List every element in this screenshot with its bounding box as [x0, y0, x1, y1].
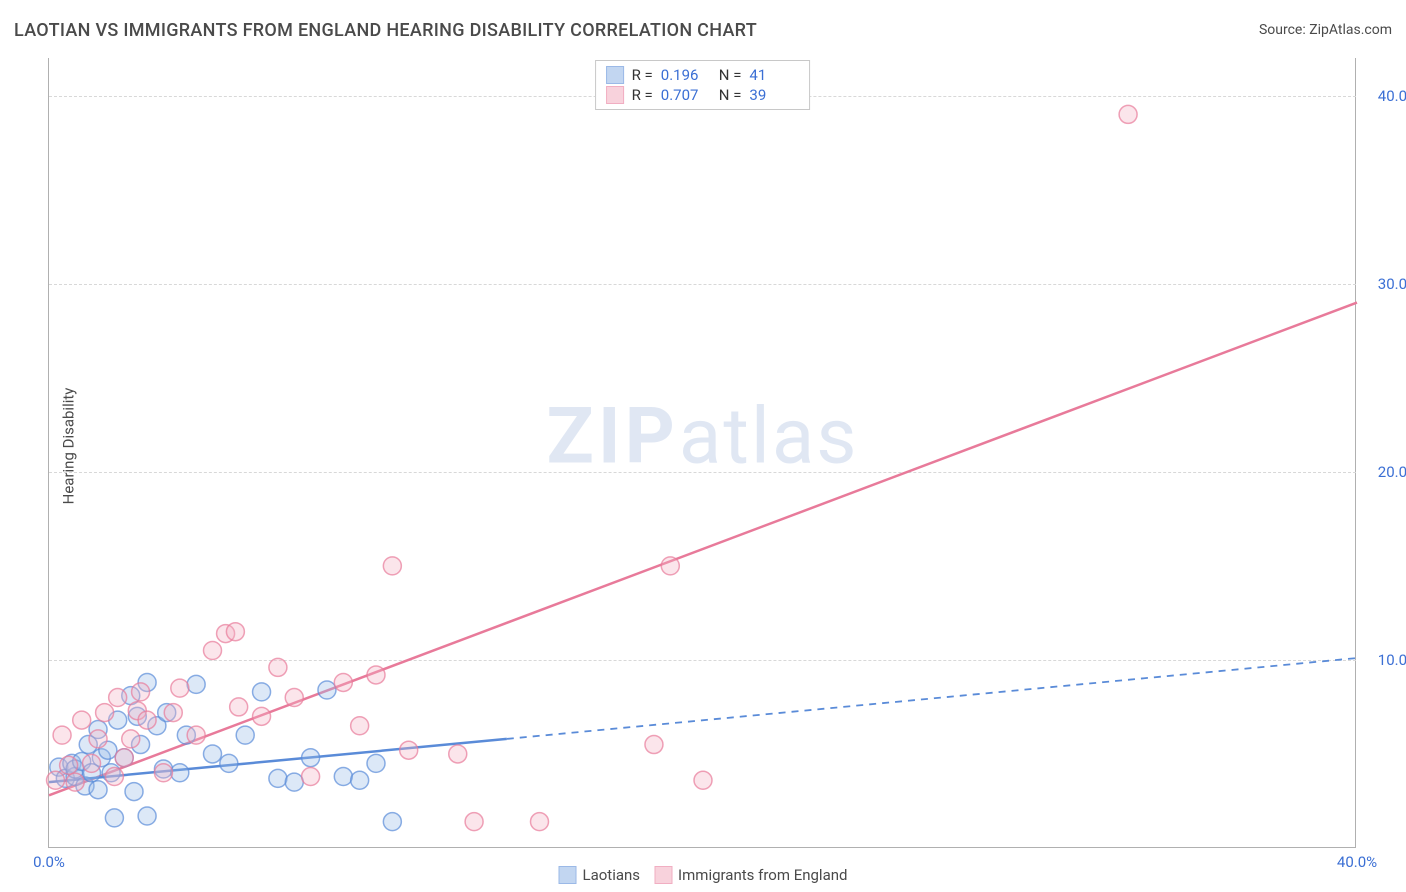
legend-swatch — [606, 86, 624, 104]
chart-title: LAOTIAN VS IMMIGRANTS FROM ENGLAND HEARI… — [14, 20, 757, 41]
data-point — [171, 764, 189, 782]
y-tick-label: 40.0% — [1378, 87, 1406, 105]
plot-svg — [49, 58, 1357, 848]
data-point — [60, 756, 78, 774]
data-point — [302, 749, 320, 767]
legend-n-label: N = — [719, 86, 742, 104]
data-point — [351, 717, 369, 735]
data-point — [253, 707, 271, 725]
y-tick-label: 20.0% — [1378, 463, 1406, 481]
data-point — [269, 769, 287, 787]
data-point — [285, 689, 303, 707]
data-point — [138, 807, 156, 825]
legend-n-value: 41 — [749, 66, 799, 84]
data-point — [125, 783, 143, 801]
legend-top: R = 0.196 N = 41 R = 0.707 N = 39 — [595, 60, 811, 110]
data-point — [164, 704, 182, 722]
data-point — [122, 730, 140, 748]
data-point — [531, 813, 549, 831]
data-point — [253, 683, 271, 701]
data-point — [367, 666, 385, 684]
data-point — [236, 726, 254, 744]
data-point — [367, 754, 385, 772]
data-point — [694, 771, 712, 789]
data-point — [204, 745, 222, 763]
data-point — [383, 813, 401, 831]
data-point — [230, 698, 248, 716]
data-point — [187, 726, 205, 744]
data-point — [53, 726, 71, 744]
data-point — [1119, 105, 1137, 123]
legend-swatch — [654, 866, 672, 884]
legend-bottom-item: Immigrants from England — [654, 866, 847, 884]
data-point — [302, 768, 320, 786]
chart-source: Source: ZipAtlas.com — [1259, 22, 1392, 38]
data-point — [383, 557, 401, 575]
data-point — [89, 781, 107, 799]
data-point — [109, 689, 127, 707]
data-point — [269, 658, 287, 676]
legend-series-label: Laotians — [583, 866, 641, 884]
legend-bottom-item: Laotians — [559, 866, 641, 884]
data-point — [171, 679, 189, 697]
data-point — [83, 754, 101, 772]
legend-r-value: 0.196 — [661, 66, 711, 84]
data-point — [449, 745, 467, 763]
data-point — [89, 730, 107, 748]
data-point — [351, 771, 369, 789]
data-point — [400, 741, 418, 759]
legend-n-label: N = — [719, 66, 742, 84]
legend-swatch — [559, 866, 577, 884]
legend-row: R = 0.707 N = 39 — [606, 85, 800, 105]
data-point — [96, 704, 114, 722]
data-point — [334, 673, 352, 691]
legend-r-label: R = — [632, 66, 653, 84]
trend-line — [507, 658, 1357, 739]
data-point — [334, 768, 352, 786]
legend-row: R = 0.196 N = 41 — [606, 65, 800, 85]
data-point — [105, 768, 123, 786]
y-tick-label: 30.0% — [1378, 275, 1406, 293]
data-point — [66, 773, 84, 791]
data-point — [318, 681, 336, 699]
data-point — [105, 809, 123, 827]
chart-container: LAOTIAN VS IMMIGRANTS FROM ENGLAND HEARI… — [0, 0, 1406, 892]
data-point — [47, 771, 65, 789]
data-point — [204, 642, 222, 660]
data-point — [226, 623, 244, 641]
data-point — [132, 683, 150, 701]
data-point — [154, 764, 172, 782]
plot-area: ZIPatlas 10.0%20.0%30.0%40.0% 0.0%40.0% … — [48, 58, 1356, 848]
data-point — [115, 749, 133, 767]
legend-n-value: 39 — [749, 86, 799, 104]
legend-r-label: R = — [632, 86, 653, 104]
x-tick-label: 40.0% — [1337, 853, 1377, 871]
data-point — [661, 557, 679, 575]
trend-line — [49, 303, 1357, 796]
y-tick-label: 10.0% — [1378, 651, 1406, 669]
data-point — [465, 813, 483, 831]
data-point — [138, 711, 156, 729]
legend-r-value: 0.707 — [661, 86, 711, 104]
legend-series-label: Immigrants from England — [678, 866, 847, 884]
legend-bottom: Laotians Immigrants from England — [559, 866, 848, 884]
data-point — [187, 675, 205, 693]
data-point — [285, 773, 303, 791]
x-tick-label: 0.0% — [33, 853, 65, 871]
data-point — [73, 711, 91, 729]
data-point — [220, 754, 238, 772]
data-point — [645, 736, 663, 754]
legend-swatch — [606, 66, 624, 84]
